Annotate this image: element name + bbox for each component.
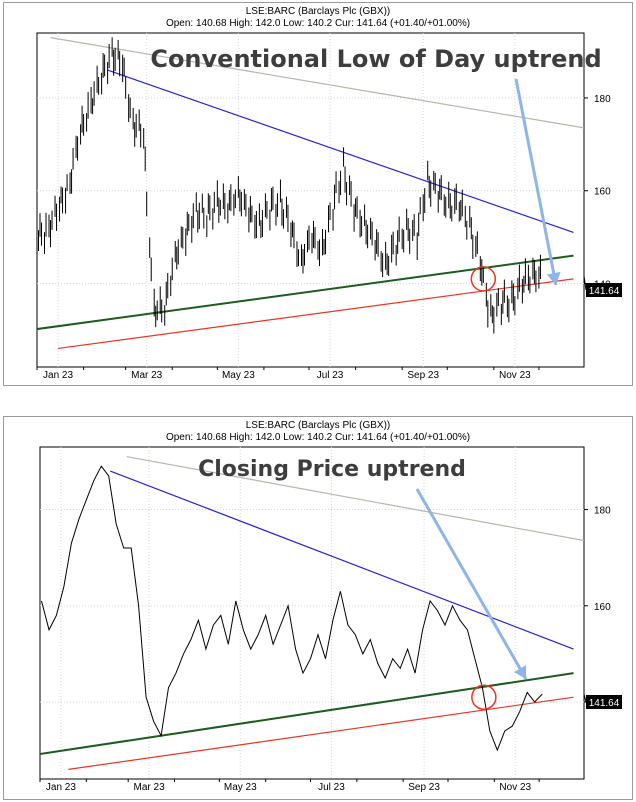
trendline-downtrend [110, 470, 574, 650]
x-tick-label: Jan 23 [43, 370, 73, 381]
x-tick-label: Mar 23 [131, 370, 163, 381]
highlight-circle [470, 266, 497, 292]
chart-panel-low-of-day: LSE:BARC (Barclays Plc (GBX)) Open: 140.… [3, 2, 633, 386]
x-tick-label: Jul 23 [318, 782, 345, 793]
x-tick-label: Jul 23 [317, 370, 344, 381]
plot-frame [39, 446, 585, 780]
trendline-uptrend_close [40, 672, 574, 756]
trendline-long_trend [50, 37, 584, 129]
x-tick-label: Sep 23 [407, 370, 439, 381]
price-tag [586, 283, 622, 297]
chart-header-quote: Open: 140.68 High: 142.0 Low: 140.2 Cur:… [165, 432, 471, 443]
x-tick-label: Sep 23 [408, 782, 440, 793]
trendline-downtrend [107, 69, 574, 234]
annotation-arrowhead [513, 665, 527, 679]
chart-panel-closing-price: LSE:BARC (Barclays Plc (GBX)) Open: 140.… [3, 416, 633, 800]
price-tag-pointer [583, 275, 587, 291]
x-tick-label: May 23 [224, 782, 257, 793]
x-tick-label: Nov 23 [499, 370, 531, 381]
chart-header-symbol: LSE:BARC (Barclays Plc (GBX)) [245, 420, 391, 431]
price-line [41, 465, 543, 752]
x-tick-label: Nov 23 [499, 782, 531, 793]
x-tick-label: May 23 [222, 370, 255, 381]
annotation-arrow [415, 488, 528, 680]
price-tag-label: 141.64 [589, 286, 620, 297]
y-tick-label: 180 [594, 94, 611, 105]
chart-annotation: Conventional Low of Day uptrend [150, 45, 601, 73]
annotation-arrow [514, 78, 558, 286]
x-tick-label: Mar 23 [134, 782, 166, 793]
highlight-circle [471, 684, 497, 710]
annotation-arrowhead [546, 271, 561, 285]
x-tick-label: Jan 23 [46, 782, 76, 793]
chart-header-quote: Open: 140.68 High: 142.0 Low: 140.2 Cur:… [165, 18, 471, 29]
price-tag-label: 141.64 [589, 698, 620, 709]
y-tick-label: 180 [594, 506, 611, 517]
trendline-uptrend_support [68, 696, 574, 770]
y-tick-label: 160 [594, 187, 611, 198]
trendline-long_trend [126, 456, 584, 542]
plot-frame [36, 32, 585, 368]
price-tag [586, 695, 622, 709]
chart-header-symbol: LSE:BARC (Barclays Plc (GBX)) [245, 6, 391, 17]
y-tick-label: 160 [594, 602, 611, 613]
price-tag-pointer [583, 694, 587, 703]
chart-annotation: Closing Price uptrend [198, 457, 466, 482]
